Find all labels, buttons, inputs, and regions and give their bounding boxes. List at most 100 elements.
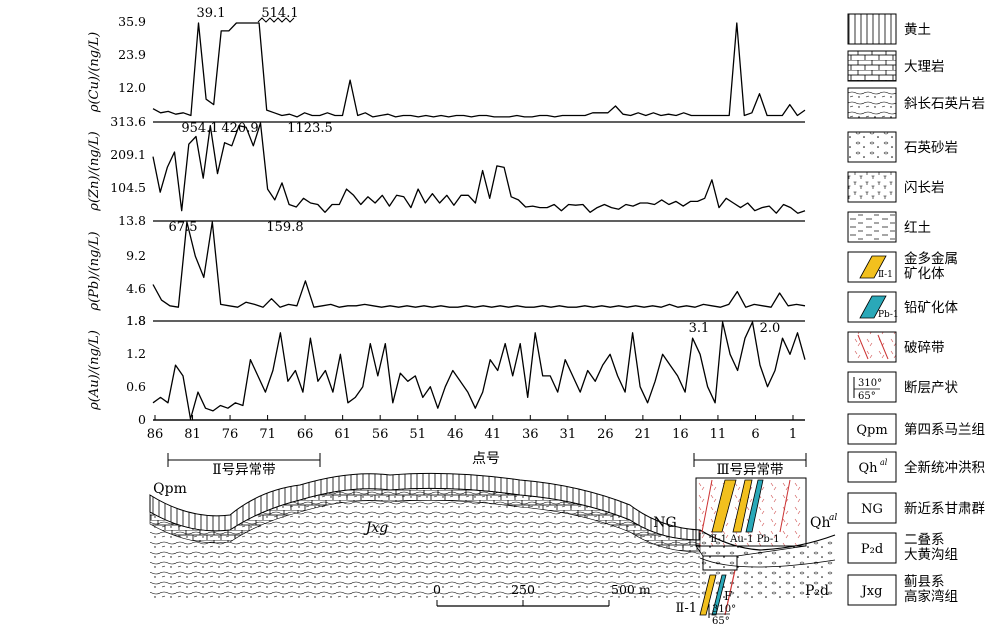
x-tick-label: 16 [672,427,689,442]
cu-ytick: 23.9 [118,47,146,62]
zn-ytick: 313.6 [110,114,146,129]
pb-ytick: 4.6 [126,281,146,296]
pb-ytick: 1.8 [126,313,146,328]
legend-code: Qh [858,461,878,476]
legend-swatch [847,131,897,163]
legend-item: NG 新近系甘肃群 [847,492,985,524]
pb-series-line [152,221,806,308]
legend-swatch [847,87,897,119]
legend-label: 破碎带 [904,340,945,356]
pb-ytick: 9.2 [126,248,146,263]
legend-label: 矿化体 [904,266,945,282]
au-ylabel: ρ(Au)/(ng/L) [87,330,102,411]
pb-ytick: 13.8 [118,213,146,228]
chart-panels: ρ(Cu)/(ng/L) 35.9 23.9 12.0 39.1 514.1 ρ(Zn)/(… [87,6,806,427]
label-ii1-bottom: Ⅱ-1 [676,601,698,616]
cu-ytick: 35.9 [118,14,146,29]
inset-labels: Ⅱ-1 Au-1 Pb-1 [710,534,779,545]
zn-series-line [152,122,806,214]
legend-item: 黄土 [847,13,931,45]
scale-label: 500 m [611,582,651,597]
fault-line [724,569,736,616]
x-tick-label: 31 [560,427,577,442]
legend-item: Qpm 第四系马兰组 [847,413,985,445]
p2d-contact [699,557,836,568]
legend-swatch [847,211,897,243]
zone-label-bg [204,461,284,477]
au-annotation: 3.1 [689,321,710,336]
legend-ore-tag: Ⅱ-1 [878,270,893,280]
label-qhal-sup: al [829,513,837,523]
legend-code: Jxg [860,584,883,599]
legend-item: 斜长石英片岩 [847,87,985,119]
au-series-line [152,321,806,420]
zn-annotation: 1123.5 [287,121,333,136]
legend-item: 红土 [847,211,931,243]
legend-code: NG [861,502,883,517]
inset-locator [702,555,738,571]
legend-item: 闪长岩 [847,171,945,203]
legend-swatch [847,492,897,524]
x-tick-label: 21 [635,427,652,442]
legend-swatch [847,413,897,445]
au-annotation: 2.0 [760,321,781,336]
orient-top: 310° [712,604,736,615]
legend-item: 石英砂岩 [847,131,958,163]
x-axis: 86 81 76 71 66 61 56 51 46 41 36 31 26 21 16 11 6 1点号 [147,415,805,467]
x-tick-label: 61 [334,427,351,442]
au-ytick: 1.2 [126,346,146,361]
legend-label: 蓟县系 [904,574,945,590]
label-qhal: Qh [810,515,831,531]
pb-ylabel: ρ(Pb)/(ng/L) [87,231,102,311]
legend-fracture-line [857,334,869,360]
zn-annotation: 954.1 [181,121,218,136]
legend-label: 第四系马兰组 [904,421,985,438]
legend-label: 二叠系 [904,532,945,548]
legend-label: 金多金属 [904,250,958,267]
zn-annotation: 420.9 [221,121,258,136]
legend-swatch [847,451,897,483]
zone-label: Ⅱ号异常带 [212,462,275,478]
x-tick-label: 66 [297,427,314,442]
panel-zn: ρ(Zn)/(ng/L) 313.6 209.1 104.5 954.1 420.9 112… [87,114,806,222]
legend-swatch [847,171,897,203]
legend-ore-shape [859,255,887,279]
label-qpm: Qpm [153,481,187,497]
legend-item: 大理岩 [847,50,945,82]
label-jxg: Jxg [363,520,389,536]
cu-annotation: 39.1 [197,6,226,21]
legend-swatch [847,574,897,606]
orient-bottom: 65° [712,616,730,625]
legend-label: 斜长石英片岩 [904,95,985,112]
x-tick-label: 76 [222,427,239,442]
legend-label: 大黄沟组 [904,547,958,563]
x-axis-title: 点号 [472,451,500,467]
zone-label-bg [710,461,790,477]
scale-label: 0 [433,582,441,597]
legend-swatch [847,13,897,45]
zn-ytick: 209.1 [110,147,146,162]
legend-item: Pb-1 铅矿化体 [847,291,958,323]
panel-cu: ρ(Cu)/(ng/L) 35.9 23.9 12.0 39.1 514.1 [87,6,806,123]
inset-leader-l [695,545,704,557]
legend-item: 310° 65° 断层产状 [847,371,958,403]
pb-vein [711,574,727,616]
x-tick-label: 46 [447,427,464,442]
legend-swatch [847,532,897,564]
x-tick-label: 51 [409,427,426,442]
cu-ylabel: ρ(Cu)/(ng/L) [87,32,102,113]
x-tick-label: 26 [597,427,614,442]
legend-swatch [847,371,897,403]
legend-swatch [847,50,897,82]
legend-item: 破碎带 [847,331,945,363]
pb-annotation: 67.5 [169,220,198,235]
schist-body [150,488,700,600]
legend-label: 全新统冲洪积 [904,459,985,476]
legend-label: 闪长岩 [904,180,945,196]
x-tick-label: 36 [522,427,539,442]
